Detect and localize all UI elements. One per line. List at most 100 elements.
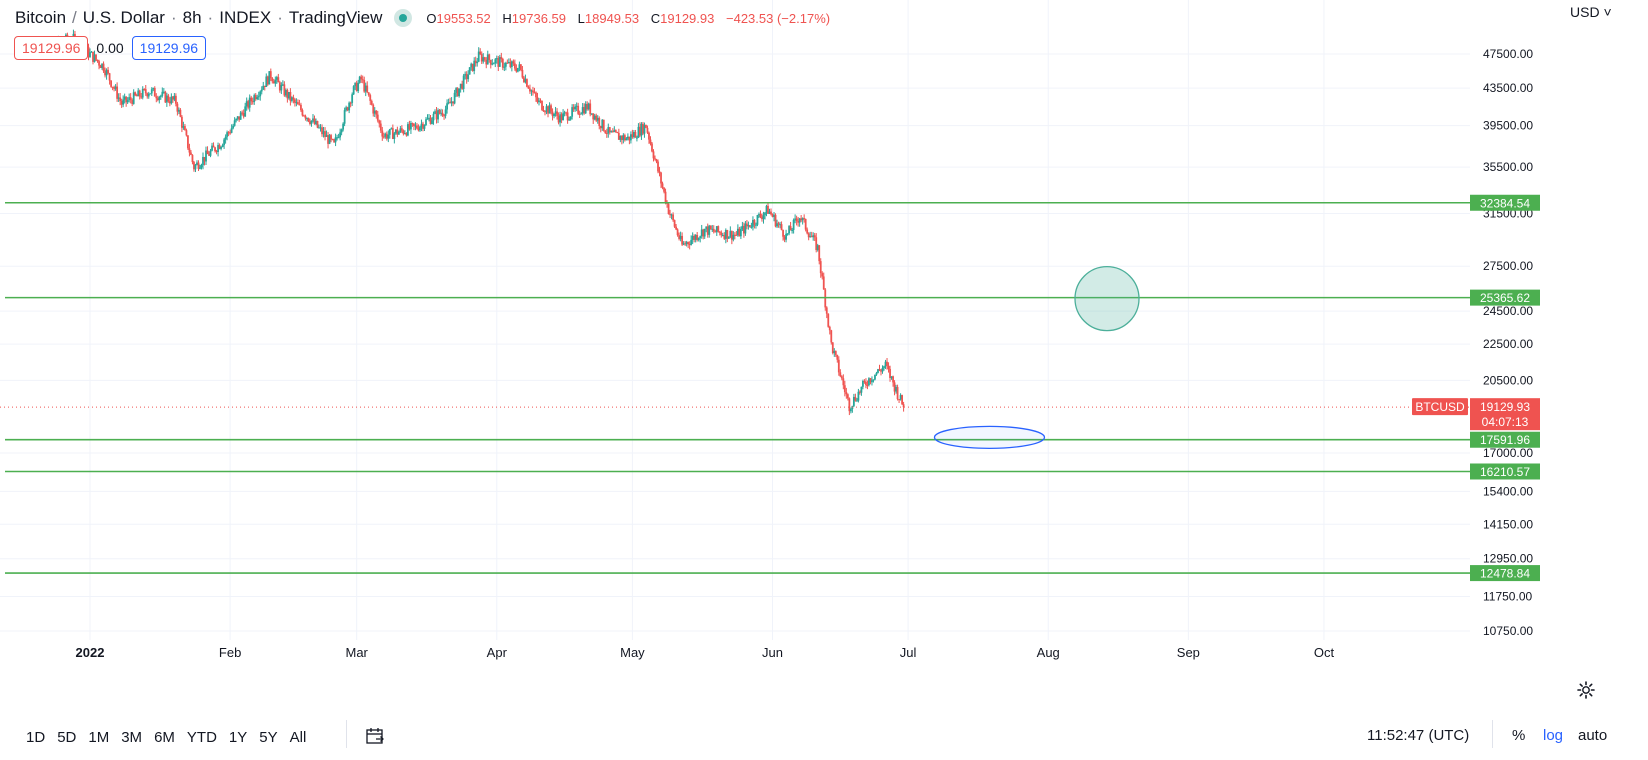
range-5y[interactable]: 5Y bbox=[259, 729, 278, 746]
candle-body bbox=[462, 75, 465, 89]
gear-icon[interactable] bbox=[1576, 680, 1596, 700]
candle-body bbox=[648, 132, 650, 140]
candle-body bbox=[871, 380, 873, 383]
candle-body bbox=[167, 95, 170, 102]
candle-body bbox=[266, 76, 269, 85]
candle-body bbox=[755, 224, 757, 226]
calendar-goto-icon[interactable] bbox=[364, 725, 386, 747]
range-5d[interactable]: 5D bbox=[57, 729, 77, 746]
candle-body bbox=[137, 90, 140, 97]
candle-body bbox=[746, 223, 748, 227]
symbol-name[interactable]: Bitcoin bbox=[15, 8, 67, 27]
currency-selector[interactable]: USD ˅ bbox=[1570, 4, 1612, 20]
candle-body bbox=[215, 151, 218, 153]
low-value: 18949.53 bbox=[584, 10, 640, 26]
candle-body bbox=[551, 111, 554, 117]
candle-body bbox=[782, 229, 784, 237]
utc-clock[interactable]: 11:52:47 (UTC) bbox=[1367, 727, 1470, 744]
range-all[interactable]: All bbox=[289, 729, 307, 746]
candle-body bbox=[901, 395, 903, 405]
candle-body bbox=[501, 58, 504, 68]
candle-body bbox=[242, 113, 245, 117]
percent-scale-button[interactable]: % bbox=[1512, 727, 1526, 744]
auto-scale-button[interactable]: auto bbox=[1578, 727, 1608, 744]
candle-body bbox=[825, 307, 828, 314]
candle-body bbox=[874, 374, 876, 380]
candle-body bbox=[732, 234, 735, 240]
candle-body bbox=[773, 214, 775, 217]
candle-body bbox=[289, 91, 292, 101]
sell-button[interactable]: 19129.96 bbox=[14, 36, 89, 60]
buy-button[interactable]: 19129.96 bbox=[131, 36, 207, 60]
candle-body bbox=[571, 107, 574, 117]
range-1y[interactable]: 1Y bbox=[228, 729, 248, 746]
hline-price-label-bg bbox=[1470, 431, 1540, 448]
range-3m[interactable]: 3M bbox=[121, 729, 143, 746]
candle-body bbox=[254, 95, 257, 100]
candle-body bbox=[310, 120, 313, 124]
candle-body bbox=[684, 243, 687, 245]
candle-body bbox=[343, 110, 346, 124]
candle-body bbox=[328, 135, 331, 144]
candle-body bbox=[878, 369, 881, 371]
candle-body bbox=[307, 117, 310, 122]
candle-body bbox=[559, 114, 561, 123]
interval-label[interactable]: 8h bbox=[182, 8, 202, 27]
candle-body bbox=[327, 135, 329, 144]
candle-body bbox=[816, 245, 819, 251]
market-status-icon[interactable] bbox=[394, 9, 413, 27]
candle-body bbox=[569, 116, 572, 120]
candle-body bbox=[443, 115, 445, 117]
candle-body bbox=[602, 119, 605, 131]
candle-body bbox=[413, 123, 415, 126]
candle-body bbox=[236, 116, 239, 119]
candle-body bbox=[664, 191, 667, 203]
candle-body bbox=[375, 110, 378, 115]
candle-body bbox=[158, 96, 161, 101]
range-ytd[interactable]: YTD bbox=[186, 729, 217, 746]
candle-body bbox=[205, 150, 207, 162]
candle-body bbox=[232, 125, 235, 129]
candle-body bbox=[74, 33, 76, 38]
candle-body bbox=[510, 61, 513, 67]
candle-body bbox=[426, 118, 429, 120]
x-tick-label: 2022 bbox=[76, 645, 105, 660]
candle-body bbox=[884, 361, 887, 367]
candle-body bbox=[250, 97, 253, 102]
candle-body bbox=[452, 101, 455, 104]
candle-body bbox=[93, 54, 96, 62]
log-scale-button[interactable]: log bbox=[1543, 727, 1564, 744]
candle-body bbox=[827, 313, 830, 327]
range-6m[interactable]: 6M bbox=[154, 729, 175, 746]
candle-body bbox=[394, 129, 397, 134]
candle-body bbox=[295, 102, 298, 104]
y-tick-label: 35500.00 bbox=[1483, 160, 1533, 174]
candle-body bbox=[437, 110, 439, 120]
candle-body bbox=[515, 68, 518, 72]
candle-body bbox=[90, 51, 93, 53]
candle-body bbox=[607, 127, 610, 134]
candle-body bbox=[202, 156, 204, 166]
candle-body bbox=[556, 111, 558, 116]
range-1m[interactable]: 1M bbox=[88, 729, 110, 746]
candle-body bbox=[676, 229, 679, 236]
candle-body bbox=[813, 235, 816, 238]
candle-body bbox=[738, 228, 741, 237]
candle-body bbox=[821, 273, 824, 277]
candle-body bbox=[855, 400, 858, 402]
candle-body bbox=[550, 105, 552, 112]
candle-body bbox=[146, 93, 149, 97]
candle-body bbox=[465, 73, 468, 80]
range-1d[interactable]: 1D bbox=[26, 729, 46, 746]
candle-body bbox=[126, 100, 129, 103]
candle-body bbox=[229, 132, 232, 134]
candle-body bbox=[646, 127, 649, 133]
candle-body bbox=[642, 123, 644, 134]
candle-body bbox=[840, 376, 843, 379]
candle-body bbox=[244, 106, 247, 117]
candle-body bbox=[407, 124, 409, 136]
candle-body bbox=[235, 118, 238, 121]
candle-body bbox=[378, 120, 381, 124]
candle-body bbox=[898, 399, 900, 401]
